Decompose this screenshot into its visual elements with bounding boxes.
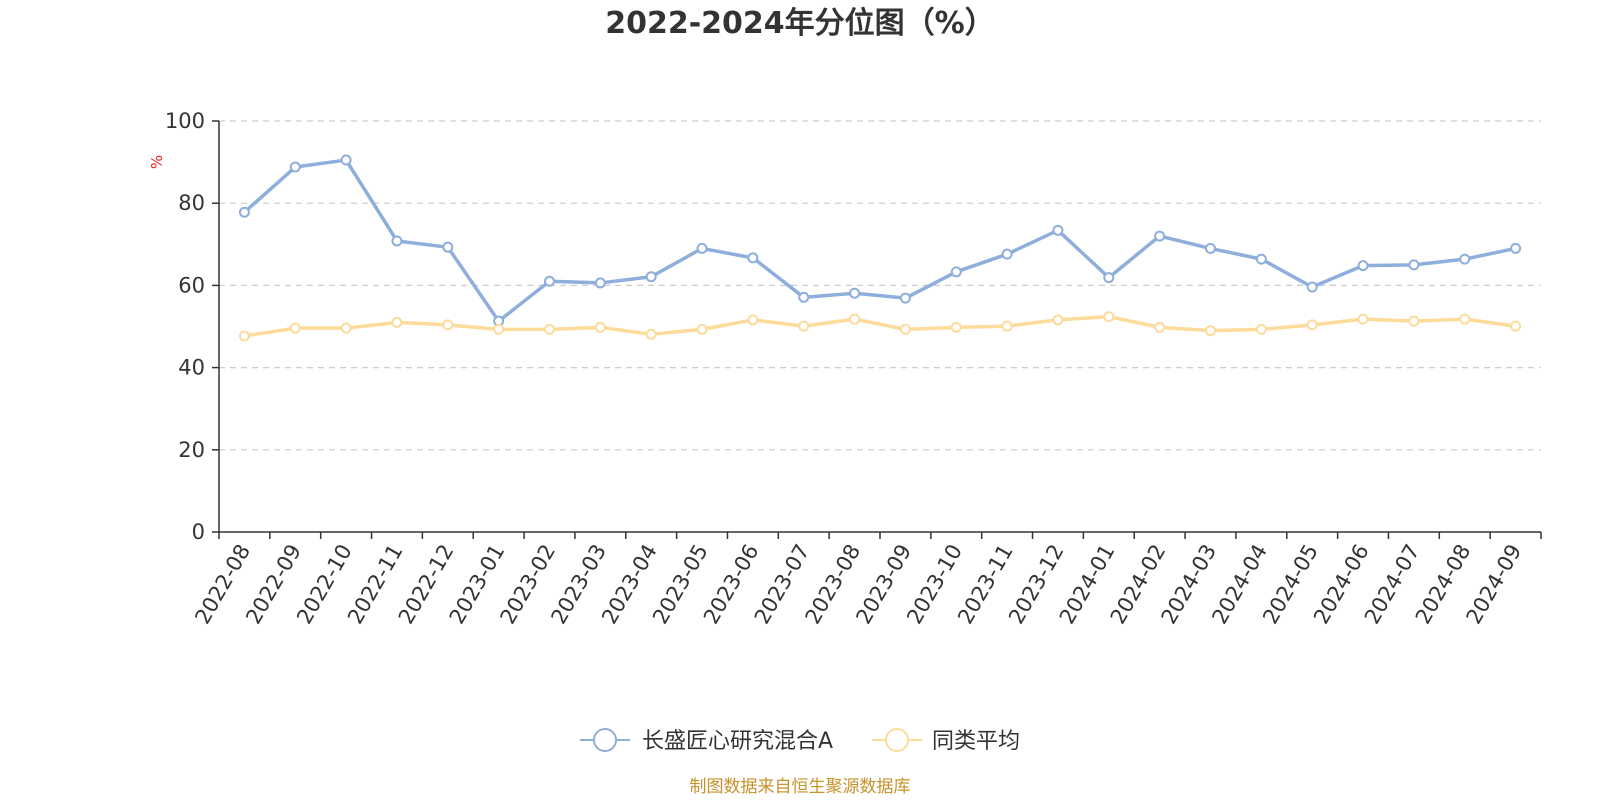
legend-label: 长盛匠心研究混合A <box>642 729 833 754</box>
source-note: 制图数据来自恒生聚源数据库 <box>690 777 911 797</box>
data-point[interactable] <box>1510 242 1522 254</box>
y-tick-label: 40 <box>178 356 205 380</box>
data-point[interactable] <box>849 313 861 325</box>
data-point[interactable] <box>696 242 708 254</box>
data-point[interactable] <box>645 271 657 283</box>
data-point[interactable] <box>1205 242 1216 254</box>
data-point[interactable] <box>899 323 911 335</box>
data-point[interactable] <box>1459 313 1471 325</box>
data-point[interactable] <box>544 275 555 287</box>
data-point[interactable] <box>391 316 403 328</box>
data-point[interactable] <box>1052 224 1064 236</box>
y-tick-label: 60 <box>178 273 205 297</box>
data-point[interactable] <box>1357 260 1369 272</box>
data-point[interactable] <box>1408 259 1420 271</box>
data-point[interactable] <box>1205 325 1216 337</box>
data-point[interactable] <box>1306 281 1318 293</box>
data-point[interactable] <box>289 322 301 334</box>
data-point[interactable] <box>238 206 250 218</box>
legend-label: 同类平均 <box>932 729 1020 754</box>
y-axis-unit-label: % <box>148 155 166 169</box>
data-point[interactable] <box>391 235 403 247</box>
data-point[interactable] <box>1255 323 1267 335</box>
data-point[interactable] <box>1154 321 1166 333</box>
data-point[interactable] <box>238 330 250 342</box>
series-2 <box>238 311 1522 342</box>
legend-marker <box>885 728 909 752</box>
data-point[interactable] <box>340 322 352 334</box>
data-point[interactable] <box>798 291 810 303</box>
data-point[interactable] <box>1510 320 1522 332</box>
data-point[interactable] <box>1255 253 1267 265</box>
series-line <box>242 158 1518 323</box>
y-tick-label: 20 <box>178 438 205 462</box>
y-tick-label: 100 <box>165 109 205 133</box>
data-point[interactable] <box>1306 319 1318 331</box>
data-point[interactable] <box>950 266 962 278</box>
legend-marker <box>593 728 617 752</box>
data-point[interactable] <box>1408 315 1420 327</box>
y-tick-label: 0 <box>192 520 205 544</box>
data-point[interactable] <box>340 154 352 166</box>
data-point[interactable] <box>798 320 810 332</box>
data-point[interactable] <box>1357 313 1369 325</box>
legend-item-2[interactable]: 同类平均 <box>872 728 1020 754</box>
data-point[interactable] <box>289 161 301 173</box>
data-point[interactable] <box>645 328 657 340</box>
data-point[interactable] <box>899 292 911 304</box>
data-point[interactable] <box>442 241 454 253</box>
series-group <box>238 154 1522 342</box>
data-point[interactable] <box>594 321 606 333</box>
grid-lines <box>219 120 1541 451</box>
data-point[interactable] <box>594 277 606 289</box>
data-point[interactable] <box>950 321 962 333</box>
legend[interactable]: 长盛匠心研究混合A 同类平均 <box>580 728 1020 754</box>
chart-title: 2022-2024年分位图（%） <box>605 6 995 41</box>
data-point[interactable] <box>1459 253 1471 265</box>
data-point[interactable] <box>1103 272 1115 284</box>
data-point[interactable] <box>1103 311 1115 323</box>
data-point[interactable] <box>493 323 505 335</box>
data-point[interactable] <box>849 287 861 299</box>
data-point[interactable] <box>1154 230 1166 242</box>
data-point[interactable] <box>696 323 708 335</box>
data-point[interactable] <box>1001 320 1013 332</box>
data-point[interactable] <box>442 319 454 331</box>
y-tick-label: 80 <box>178 191 205 215</box>
data-point[interactable] <box>1052 314 1064 326</box>
data-point[interactable] <box>747 314 759 326</box>
data-point[interactable] <box>747 252 759 264</box>
series-1 <box>238 154 1522 327</box>
series-line <box>242 314 1518 338</box>
axes: 0204060801002022-082022-092022-102022-11… <box>165 109 1542 628</box>
data-point[interactable] <box>1001 248 1013 260</box>
legend-item-1[interactable]: 长盛匠心研究混合A <box>580 728 833 754</box>
data-point[interactable] <box>544 323 555 335</box>
